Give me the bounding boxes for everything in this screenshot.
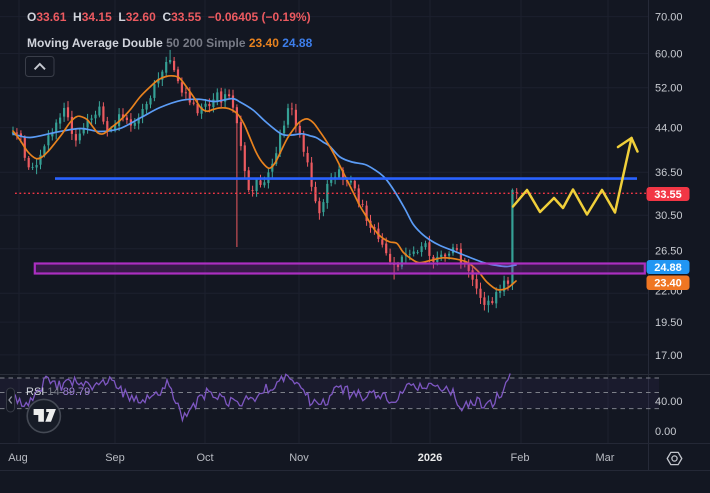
svg-text:70.00: 70.00 <box>655 12 683 24</box>
svg-text:52.00: 52.00 <box>655 83 683 95</box>
svg-text:Feb: Feb <box>511 452 530 464</box>
svg-text:Sep: Sep <box>105 452 125 464</box>
svg-text:23.40: 23.40 <box>654 277 682 289</box>
svg-text:2026: 2026 <box>418 452 442 464</box>
svg-text:Oct: Oct <box>196 452 213 464</box>
svg-text:33.55: 33.55 <box>654 189 682 201</box>
svg-text:44.00: 44.00 <box>655 123 683 135</box>
svg-text:Aug: Aug <box>8 452 28 464</box>
svg-text:36.50: 36.50 <box>655 167 683 179</box>
svg-text:40.00: 40.00 <box>655 396 683 408</box>
svg-text:O33.61 H34.15 L32.60 C33.55: O33.61 H34.15 L32.60 C33.55 −0.06405 (−0… <box>27 10 311 24</box>
svg-text:26.50: 26.50 <box>655 245 683 257</box>
svg-text:Nov: Nov <box>289 452 309 464</box>
svg-text:19.50: 19.50 <box>655 317 683 329</box>
svg-text:17.00: 17.00 <box>655 350 683 362</box>
svg-text:24.88: 24.88 <box>654 262 682 274</box>
svg-text:30.50: 30.50 <box>655 210 683 222</box>
svg-text:Moving Average Double 50 200 S: Moving Average Double 50 200 Simple 23.4… <box>27 36 313 50</box>
svg-text:Mar: Mar <box>596 452 615 464</box>
svg-text:0.00: 0.00 <box>655 426 676 438</box>
svg-text:RSI 14 89.79: RSI 14 89.79 <box>26 386 90 398</box>
svg-text:60.00: 60.00 <box>655 49 683 61</box>
